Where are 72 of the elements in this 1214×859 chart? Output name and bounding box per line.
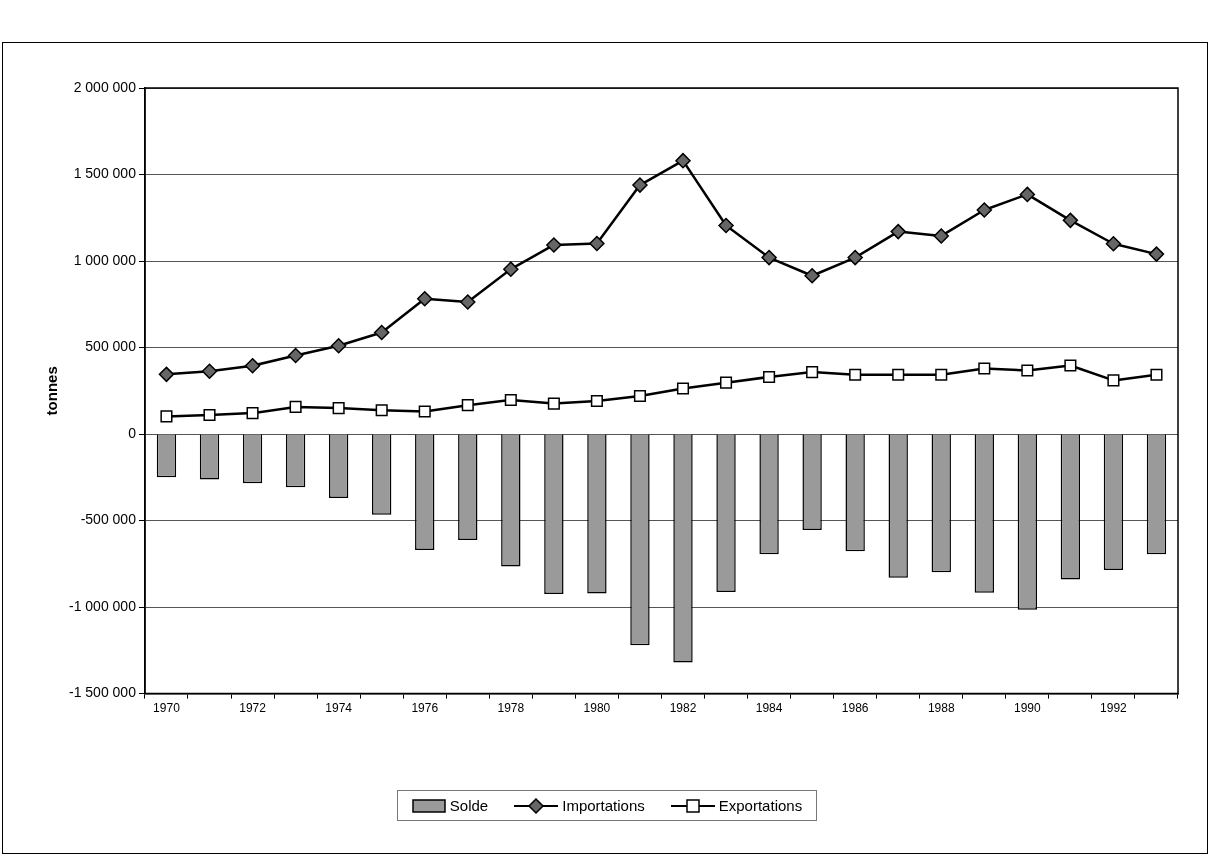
point [547,397,560,410]
point [1105,235,1122,252]
y-tick-label: 2 000 000 [73,78,137,95]
point [590,394,603,408]
y-tick-label: -1 500 000 [68,684,137,701]
x-tick-label: 1980 [583,701,611,716]
point [633,389,646,403]
point [289,400,302,413]
point [1150,368,1163,381]
point [1107,374,1120,387]
y-tick-label: 0 [128,424,137,441]
x-tick-label: 1972 [239,701,267,716]
x-tick-label: 1976 [411,701,439,716]
y-tick-label: -500 000 [80,511,137,528]
point [763,370,776,384]
point [935,368,948,381]
x-tick-label: 1982 [669,701,697,716]
point [804,267,820,284]
point [160,410,173,423]
point [287,347,304,364]
x-tick-label: 1984 [755,701,783,716]
point [676,382,690,395]
y-tick-label: -1 000 000 [68,597,137,614]
y-axis-title: tonnes [43,366,61,416]
point [332,402,345,415]
point [890,223,906,240]
point [546,237,562,253]
point [1148,246,1165,262]
point [675,152,691,169]
y-tick-label: 1 000 000 [73,251,137,268]
x-tick-label: 1974 [325,701,353,716]
legend-label: Exportations [718,797,803,814]
x-tick-label: 1978 [497,701,525,716]
point [1019,186,1036,203]
point [589,235,605,252]
legend-label: Importations [562,797,645,814]
y-tick-label: 1 500 000 [73,165,137,182]
point [503,261,519,277]
point [933,228,950,244]
point [976,202,993,218]
x-tick-label: 1986 [841,701,869,716]
point [201,363,218,379]
point [158,366,175,383]
point [849,368,862,381]
point [718,217,734,234]
point [847,249,863,266]
point [632,177,648,193]
point [460,294,476,310]
point [244,357,261,374]
point [1021,364,1034,377]
point [978,362,991,375]
point [418,405,431,418]
point [416,291,433,307]
point [330,338,347,354]
point [719,376,733,389]
point [892,368,905,381]
point [375,404,388,417]
x-tick-label: 1970 [153,701,181,716]
legend-label: Solde [449,797,489,814]
point [761,249,777,266]
point [1062,212,1079,229]
x-tick-label: 1988 [927,701,955,716]
point [203,408,216,422]
y-tick-label: 500 000 [85,338,137,355]
point [806,366,819,379]
point [1064,359,1077,372]
point [461,399,474,412]
point [373,324,390,341]
point [504,393,517,407]
point [246,407,259,420]
x-tick-label: 1990 [1013,701,1042,716]
x-tick-label: 1992 [1100,701,1128,716]
